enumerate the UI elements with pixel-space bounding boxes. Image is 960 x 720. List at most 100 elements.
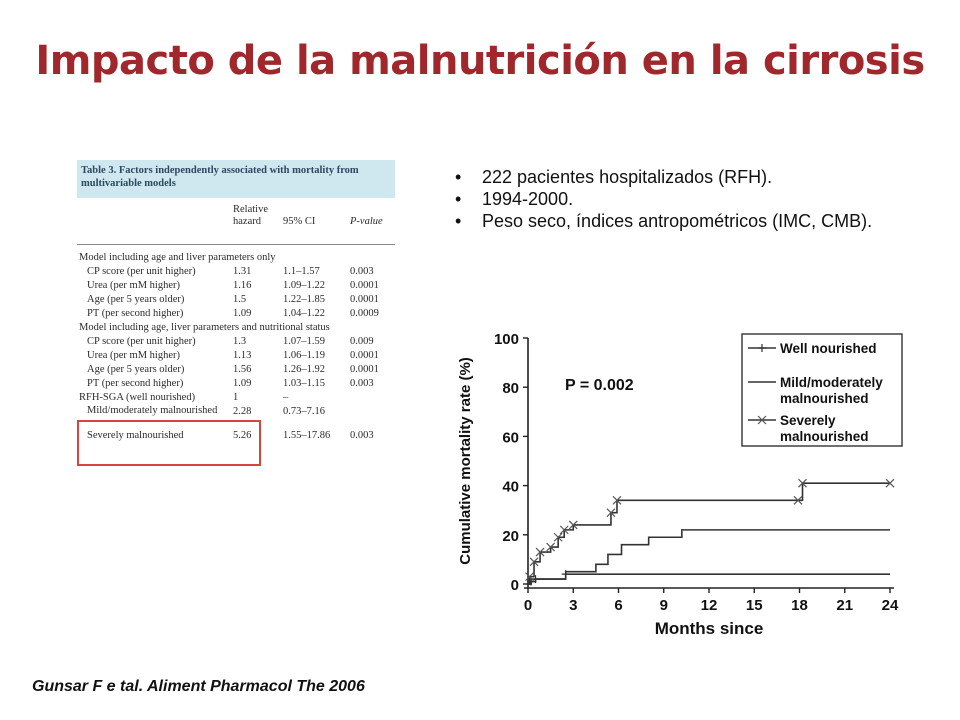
table-caption-text: Factors independently associated with mo… bbox=[81, 165, 359, 189]
series-point bbox=[798, 478, 807, 488]
table-row: Severely malnourished 5.26 1.55–17.86 0.003 bbox=[77, 429, 395, 443]
bullet-text: Peso seco, índices antropométricos (IMC,… bbox=[482, 211, 873, 231]
series-point bbox=[559, 525, 569, 535]
series-point bbox=[568, 520, 578, 530]
legend-label: Mild/moderately malnourished bbox=[780, 375, 883, 406]
row-label: Urea (per mM higher) bbox=[87, 350, 181, 361]
bullet-text: 1994-2000. bbox=[482, 189, 574, 209]
mortality-table: Table 3. Factors independently associate… bbox=[77, 160, 395, 478]
table-row: Urea (per mM higher) 1.16 1.09–1.22 0.0001 bbox=[77, 279, 395, 293]
series-point bbox=[553, 532, 563, 542]
row-ci: 1.22–1.85 bbox=[283, 294, 325, 305]
x-tick-label: 15 bbox=[746, 597, 763, 614]
legend-label-line: Mild/moderately bbox=[780, 375, 883, 390]
row-label: Age (per 5 years older) bbox=[87, 294, 185, 305]
table-row: Mild/moderately malnourished 2.28 0.73–7.1… bbox=[77, 405, 395, 429]
bullet-glyph: • bbox=[455, 211, 462, 231]
row-hazard: 1.3 bbox=[233, 336, 247, 347]
table-row: Age (per 5 years older) 1.56 1.26–1.92 0.00… bbox=[77, 363, 395, 377]
row-hazard: 1.09 bbox=[233, 378, 252, 389]
row-label: Model including age and liver parameters… bbox=[79, 252, 276, 263]
row-ci: 1.1–1.57 bbox=[283, 266, 320, 277]
table-row: PT (per second higher) 1.09 1.04–1.22 0.000… bbox=[77, 307, 395, 321]
row-hazard: 1.13 bbox=[233, 350, 252, 361]
row-ci: 1.07–1.59 bbox=[283, 336, 325, 347]
bullet-text: 222 pacientes hospitalizados (RFH). bbox=[482, 167, 773, 187]
table-row: PT (per second higher) 1.09 1.03–1.15 0.003 bbox=[77, 377, 395, 391]
y-tick-label: 20 bbox=[502, 528, 519, 545]
row-ci: 0.73–7.16 bbox=[283, 406, 325, 417]
col-header-ci: 95% CI bbox=[283, 216, 316, 227]
row-ci: 1.55–17.86 bbox=[283, 430, 331, 441]
series-line-1 bbox=[528, 529, 890, 585]
mortality-chart: 0 20 40 60 80 100 0 3 6 9 12 15 18 21 24 Months since Cu… bbox=[457, 331, 903, 638]
row-label: PT (per second higher) bbox=[87, 378, 184, 389]
reference-citation: Gunsar F e tal. Aliment Pharmacol The 20… bbox=[32, 678, 365, 695]
bullet-item: • 222 pacientes hospitalizados (RFH). bbox=[455, 166, 875, 188]
table-caption: Table 3. Factors independently associate… bbox=[77, 160, 395, 198]
series-line-2 bbox=[528, 482, 890, 585]
table-header: Relative hazard 95% CI P-value bbox=[77, 198, 395, 244]
y-tick-label: 40 bbox=[502, 479, 519, 496]
row-ci: 1.04–1.22 bbox=[283, 308, 325, 319]
legend-label: Severely malnourished bbox=[780, 413, 869, 444]
row-hazard: 1.16 bbox=[233, 280, 252, 291]
table-row: Age (per 5 years older) 1.5 1.22–1.85 0.000… bbox=[77, 293, 395, 307]
row-ci: 1.09–1.22 bbox=[283, 280, 325, 291]
series-point bbox=[612, 495, 622, 505]
p-value-annotation: P = 0.002 bbox=[565, 377, 634, 394]
row-p-value: 0.003 bbox=[350, 378, 374, 389]
x-tick-label: 21 bbox=[836, 597, 853, 614]
row-p-value: 0.003 bbox=[350, 266, 374, 277]
legend-label-line: malnourished bbox=[780, 429, 869, 444]
x-tick-label: 12 bbox=[701, 597, 718, 614]
series-point bbox=[885, 478, 895, 488]
row-hazard: 1.31 bbox=[233, 266, 252, 277]
row-label: PT (per second higher) bbox=[87, 308, 184, 319]
series-point bbox=[525, 572, 534, 582]
series-point bbox=[535, 547, 545, 557]
series-point bbox=[529, 557, 539, 567]
row-label: CP score (per unit higher) bbox=[87, 336, 196, 347]
row-p-value: 0.003 bbox=[350, 430, 374, 441]
y-tick-label: 80 bbox=[502, 380, 519, 397]
legend-label-line: Severely bbox=[780, 413, 836, 428]
row-hazard: 5.26 bbox=[233, 430, 252, 441]
series-line-0 bbox=[528, 573, 890, 585]
table-body: Model including age and liver parameters… bbox=[77, 245, 395, 443]
table-row: Model including age and liver parameters… bbox=[77, 251, 395, 265]
row-p-value: 0.0001 bbox=[350, 350, 379, 361]
row-ci: 1.03–1.15 bbox=[283, 378, 325, 389]
row-label: Urea (per mM higher) bbox=[87, 280, 181, 291]
series-point bbox=[546, 542, 556, 552]
table-number: Table 3. bbox=[81, 165, 117, 176]
y-tick-label: 100 bbox=[494, 331, 519, 348]
legend-label: Well nourished bbox=[780, 341, 877, 356]
x-tick-label: 3 bbox=[569, 597, 577, 614]
table-rule bbox=[77, 244, 395, 245]
row-hazard: 1.5 bbox=[233, 294, 247, 305]
row-label: Age (per 5 years older) bbox=[87, 364, 185, 375]
x-tick-label: 18 bbox=[791, 597, 808, 614]
y-tick-label: 0 bbox=[511, 577, 519, 594]
y-tick-label: 60 bbox=[502, 429, 519, 446]
row-hazard: 1 bbox=[233, 392, 239, 403]
row-p-value: 0.0001 bbox=[350, 280, 379, 291]
legend-marker bbox=[758, 344, 766, 352]
row-label: RFH-SGA (well nourished) bbox=[79, 392, 196, 403]
table-row: RFH-SGA (well nourished) 1 – bbox=[77, 391, 395, 405]
legend-label-line: malnourished bbox=[780, 391, 869, 406]
series-point bbox=[606, 508, 616, 518]
table-row: CP score (per unit higher) 1.31 1.1–1.57 0.… bbox=[77, 265, 395, 279]
table-row: Model including age, liver parameters an… bbox=[77, 321, 395, 335]
bullet-list: • 222 pacientes hospitalizados (RFH). • 19… bbox=[455, 166, 875, 232]
row-ci: 1.06–1.19 bbox=[283, 350, 325, 361]
y-axis-label: Cumulative mortality rate (%) bbox=[457, 357, 474, 565]
col-header-hr-line2: hazard bbox=[233, 216, 261, 227]
table-row: Urea (per mM higher) 1.13 1.06–1.19 0.0001 bbox=[77, 349, 395, 363]
bullet-item: • 1994-2000. bbox=[455, 188, 875, 210]
row-ci: – bbox=[283, 392, 289, 403]
x-tick-label: 6 bbox=[614, 597, 622, 614]
row-p-value: 0.0001 bbox=[350, 364, 379, 375]
col-header-hr-line1: Relative bbox=[233, 204, 268, 215]
